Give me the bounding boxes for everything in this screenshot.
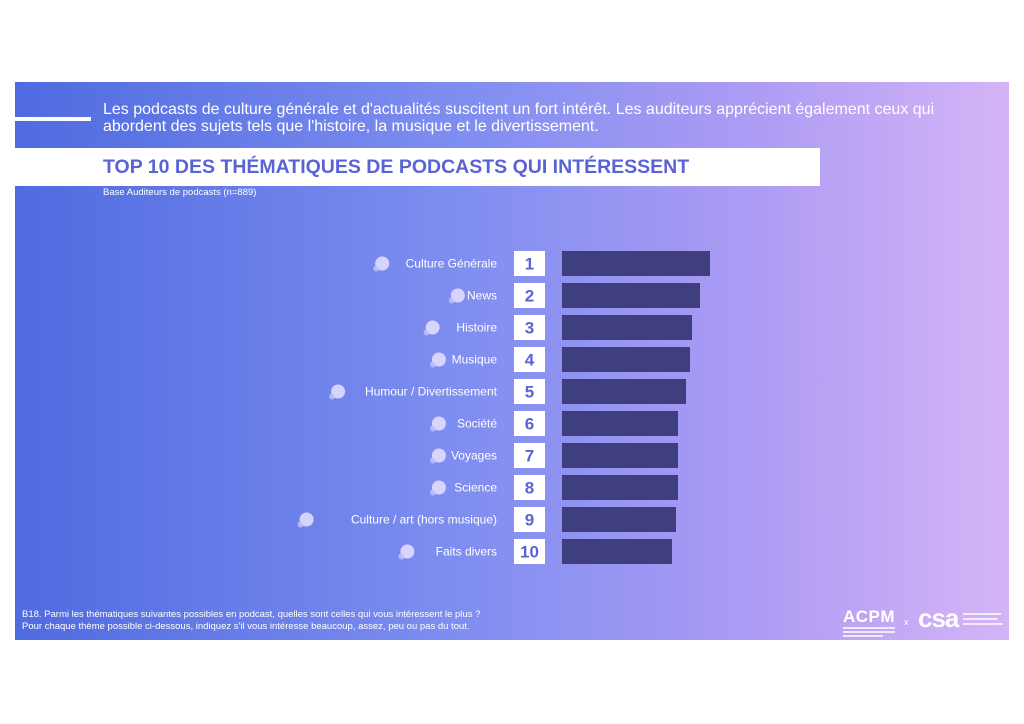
bar (562, 251, 710, 276)
slide: Les podcasts de culture générale et d'ac… (15, 82, 1009, 640)
bar (562, 507, 676, 532)
category-label: Science (454, 481, 497, 495)
rank-box (514, 475, 545, 500)
bar (562, 379, 686, 404)
category-label: Culture / art (hors musique) (351, 513, 497, 527)
megaphone-icon (448, 288, 465, 304)
category-label: Histoire (456, 321, 497, 335)
rank-number: 9 (525, 511, 534, 530)
bar (562, 283, 700, 308)
rank-box (514, 283, 545, 308)
category-label: Société (457, 417, 497, 431)
title-band (15, 148, 820, 186)
bar (562, 411, 678, 436)
category-label: Culture Générale (406, 257, 498, 271)
book-icon (423, 320, 440, 336)
category-label: Humour / Divertissement (365, 385, 498, 399)
rank-box (514, 507, 545, 532)
atom-icon (429, 480, 446, 496)
rank-box (514, 315, 545, 340)
acpm-logo: ACPM (843, 608, 897, 638)
museum-icon (297, 512, 314, 528)
rank-box (514, 379, 545, 404)
rank-box (514, 443, 545, 468)
csa-logo-text: csa (918, 603, 959, 633)
footnote-question: B18. Parmi les thématiques suivantes pos… (22, 609, 481, 620)
lightbulb-icon (373, 256, 390, 272)
rank-number: 2 (525, 287, 534, 306)
rank-number: 4 (525, 351, 535, 370)
rank-number: 10 (520, 543, 539, 562)
rank-number: 6 (525, 415, 534, 434)
intro-text: Les podcasts de culture générale et d'ac… (103, 101, 935, 135)
accent-line (15, 117, 91, 121)
headphones-icon (429, 352, 446, 368)
base-note: Base Auditeurs de podcasts (n=889) (103, 187, 257, 198)
bar (562, 539, 672, 564)
rank-number: 3 (525, 319, 534, 338)
bar (562, 475, 678, 500)
bar (562, 315, 692, 340)
footnote: B18. Parmi les thématiques suivantes pos… (22, 609, 480, 633)
magnifier-icon (398, 544, 415, 560)
rank-box (514, 411, 545, 436)
category-label: News (467, 289, 497, 303)
rank-number: 5 (525, 383, 534, 402)
bar (562, 347, 690, 372)
people-icon (429, 416, 446, 432)
rank-box (514, 347, 545, 372)
ticket-icon (329, 384, 346, 400)
csa-logo: csa (918, 603, 1003, 633)
rank-number: 8 (525, 479, 534, 498)
rank-number: 7 (525, 447, 534, 466)
category-label: Voyages (451, 449, 497, 463)
rank-number: 1 (525, 255, 534, 274)
rank-box (514, 539, 545, 564)
rank-box (514, 251, 545, 276)
chart-title: TOP 10 DES THÉMATIQUES DE PODCASTS QUI I… (103, 156, 690, 178)
bar-chart: Culture Générale 1 News 2 Histoire 3 Musique 4 H… (297, 251, 710, 564)
footnote-instruction: Pour chaque thème possible ci-dessous, i… (22, 621, 470, 632)
logo-separator: x (904, 617, 909, 627)
bar (562, 443, 678, 468)
category-label: Faits divers (436, 545, 497, 559)
globe-icon (429, 448, 446, 464)
acpm-logo-text: ACPM (843, 607, 896, 626)
category-label: Musique (452, 353, 498, 367)
